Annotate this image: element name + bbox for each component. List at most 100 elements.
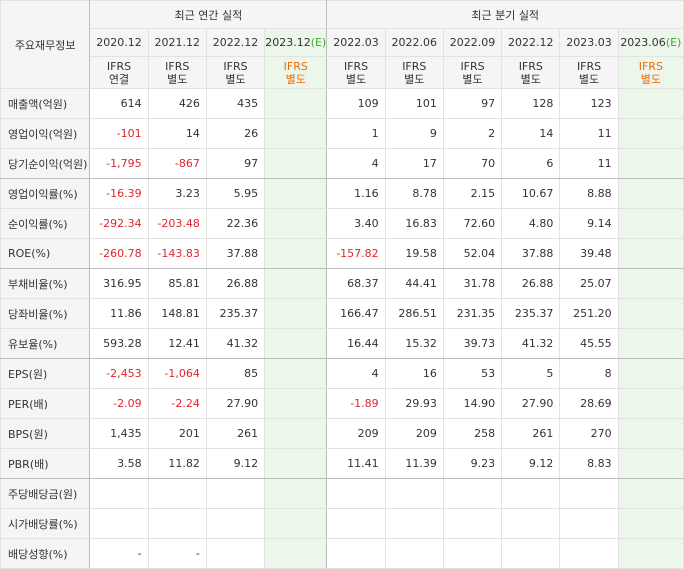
- ifrs-basis-header: IFRS 별도: [384, 56, 444, 89]
- value-cell: [89, 478, 149, 509]
- value-cell: 29.93: [384, 388, 444, 419]
- value-cell: 5: [501, 358, 561, 389]
- value-cell: 44.41: [384, 268, 444, 299]
- period-label: 2023.03: [566, 36, 612, 49]
- value-cell: 37.88: [205, 238, 266, 269]
- value-cell: 16.83: [384, 208, 444, 239]
- value-cell: [617, 88, 684, 119]
- value-cell: [205, 538, 266, 569]
- ifrs-label: IFRS: [223, 59, 248, 73]
- value-cell: [264, 538, 328, 569]
- value-cell: [205, 508, 266, 539]
- value-cell: [384, 508, 444, 539]
- value-cell: [617, 268, 684, 299]
- value-cell: [264, 148, 328, 179]
- value-cell: -: [89, 538, 149, 569]
- table-row: 당기순이익(억원) -1,795 -867 97 4 17 70 6 11: [0, 148, 684, 179]
- value-cell: [264, 418, 328, 449]
- value-cell: 28.69: [559, 388, 619, 419]
- estimate-mark: (E): [310, 36, 327, 49]
- value-cell: 9.14: [559, 208, 619, 239]
- ifrs-label: IFRS: [106, 59, 132, 73]
- table-row: 매출액(억원) 614 426 435 109 101 97 128 123: [0, 88, 684, 119]
- basis-label: 별도: [462, 72, 483, 86]
- value-cell: [326, 508, 386, 539]
- value-cell: [617, 418, 684, 449]
- value-cell: 41.32: [205, 328, 266, 359]
- basis-label: 별도: [345, 72, 367, 86]
- period-label: 2020.12: [96, 36, 142, 49]
- ifrs-label: IFRS: [165, 59, 190, 73]
- ifrs-basis-row: IFRS 연결 IFRS 별도 IFRS 별도 IFRS 별도 IFRS 별도 IFRS 별도 IFRS…: [1, 56, 684, 89]
- value-cell: [264, 508, 328, 539]
- ifrs-basis-header: IFRS 별도: [326, 56, 386, 89]
- value-cell: 4.80: [501, 208, 561, 239]
- table-row: 시가배당률(%): [0, 508, 684, 539]
- value-cell: [205, 478, 266, 509]
- row-label: 배당성향(%): [0, 538, 91, 569]
- value-cell: 8.88: [559, 178, 619, 209]
- value-cell: 11.41: [326, 448, 386, 479]
- basis-label: 별도: [285, 72, 306, 86]
- value-cell: 26.88: [205, 268, 266, 299]
- row-label: 순이익률(%): [0, 208, 91, 239]
- row-label: 부채비율(%): [0, 268, 91, 299]
- value-cell: 16: [384, 358, 444, 389]
- value-cell: 68.37: [326, 268, 386, 299]
- period-label: 2022.09: [449, 36, 496, 49]
- value-cell: 426: [147, 88, 207, 119]
- value-cell: [501, 538, 561, 569]
- table-row: 영업이익률(%) -16.39 3.23 5.95 1.16 8.78 2.15 10.67 8…: [0, 178, 684, 209]
- value-cell: 251.20: [559, 298, 619, 329]
- value-cell: [264, 178, 328, 209]
- value-cell: [617, 238, 684, 269]
- value-cell: 11: [559, 148, 619, 179]
- value-cell: 3.58: [89, 448, 149, 479]
- period-label: 2022.06: [391, 36, 438, 49]
- header-group-row: 주요재무정보 최근 연간 실적 최근 분기 실적: [0, 0, 684, 89]
- table-row: 유보율(%) 593.28 12.41 41.32 16.44 15.32 39.73 41.…: [0, 328, 684, 359]
- value-cell: -203.48: [147, 208, 207, 239]
- ifrs-label: IFRS: [638, 59, 663, 73]
- table-body: 매출액(억원) 614 426 435 109 101 97 128 123 영업이익(억원) -1…: [0, 88, 684, 569]
- ifrs-label: IFRS: [576, 59, 602, 73]
- value-cell: 16.44: [326, 328, 386, 359]
- value-cell: 6: [501, 148, 561, 179]
- value-cell: 72.60: [442, 208, 503, 239]
- quarter-group-title: 최근 분기 실적: [326, 0, 684, 29]
- period-row: 2020.12 2021.12 2022.12 2023.12(E) 2022.03 20…: [1, 28, 684, 57]
- ifrs-basis-header: IFRS 별도: [442, 56, 503, 89]
- value-cell: -1,064: [147, 358, 207, 389]
- basis-label: 연결: [108, 72, 130, 86]
- value-cell: 14: [147, 118, 207, 149]
- value-cell: 1: [326, 118, 386, 149]
- value-cell: 26: [205, 118, 266, 149]
- value-cell: 4: [326, 148, 386, 179]
- value-cell: 22.36: [205, 208, 266, 239]
- value-cell: [264, 298, 328, 329]
- value-cell: -2.24: [147, 388, 207, 419]
- ifrs-label: IFRS: [283, 59, 308, 73]
- value-cell: [384, 478, 444, 509]
- table-header: 주요재무정보 최근 연간 실적 최근 분기 실적 2020.12 2021.12 2…: [0, 0, 684, 89]
- value-cell: 231.35: [442, 298, 503, 329]
- value-cell: 97: [442, 88, 503, 119]
- value-cell: [559, 508, 619, 539]
- value-cell: 39.73: [442, 328, 503, 359]
- value-cell: [264, 268, 328, 299]
- value-cell: 14: [501, 118, 561, 149]
- period-header: 2023.03: [559, 28, 619, 57]
- value-cell: 270: [559, 418, 619, 449]
- basis-label: 별도: [167, 72, 188, 86]
- value-cell: 286.51: [384, 298, 444, 329]
- row-label: 당좌비율(%): [0, 298, 91, 329]
- value-cell: 148.81: [147, 298, 207, 329]
- annual-group-title: 최근 연간 실적: [89, 0, 328, 29]
- period-header: 2023.12(E): [264, 28, 328, 57]
- ifrs-basis-header: IFRS 연결: [89, 56, 149, 89]
- value-cell: 39.48: [559, 238, 619, 269]
- value-cell: 11: [559, 118, 619, 149]
- ifrs-basis-header: IFRS 별도: [559, 56, 619, 89]
- row-label-title: 주요재무정보: [0, 0, 91, 89]
- value-cell: 8: [559, 358, 619, 389]
